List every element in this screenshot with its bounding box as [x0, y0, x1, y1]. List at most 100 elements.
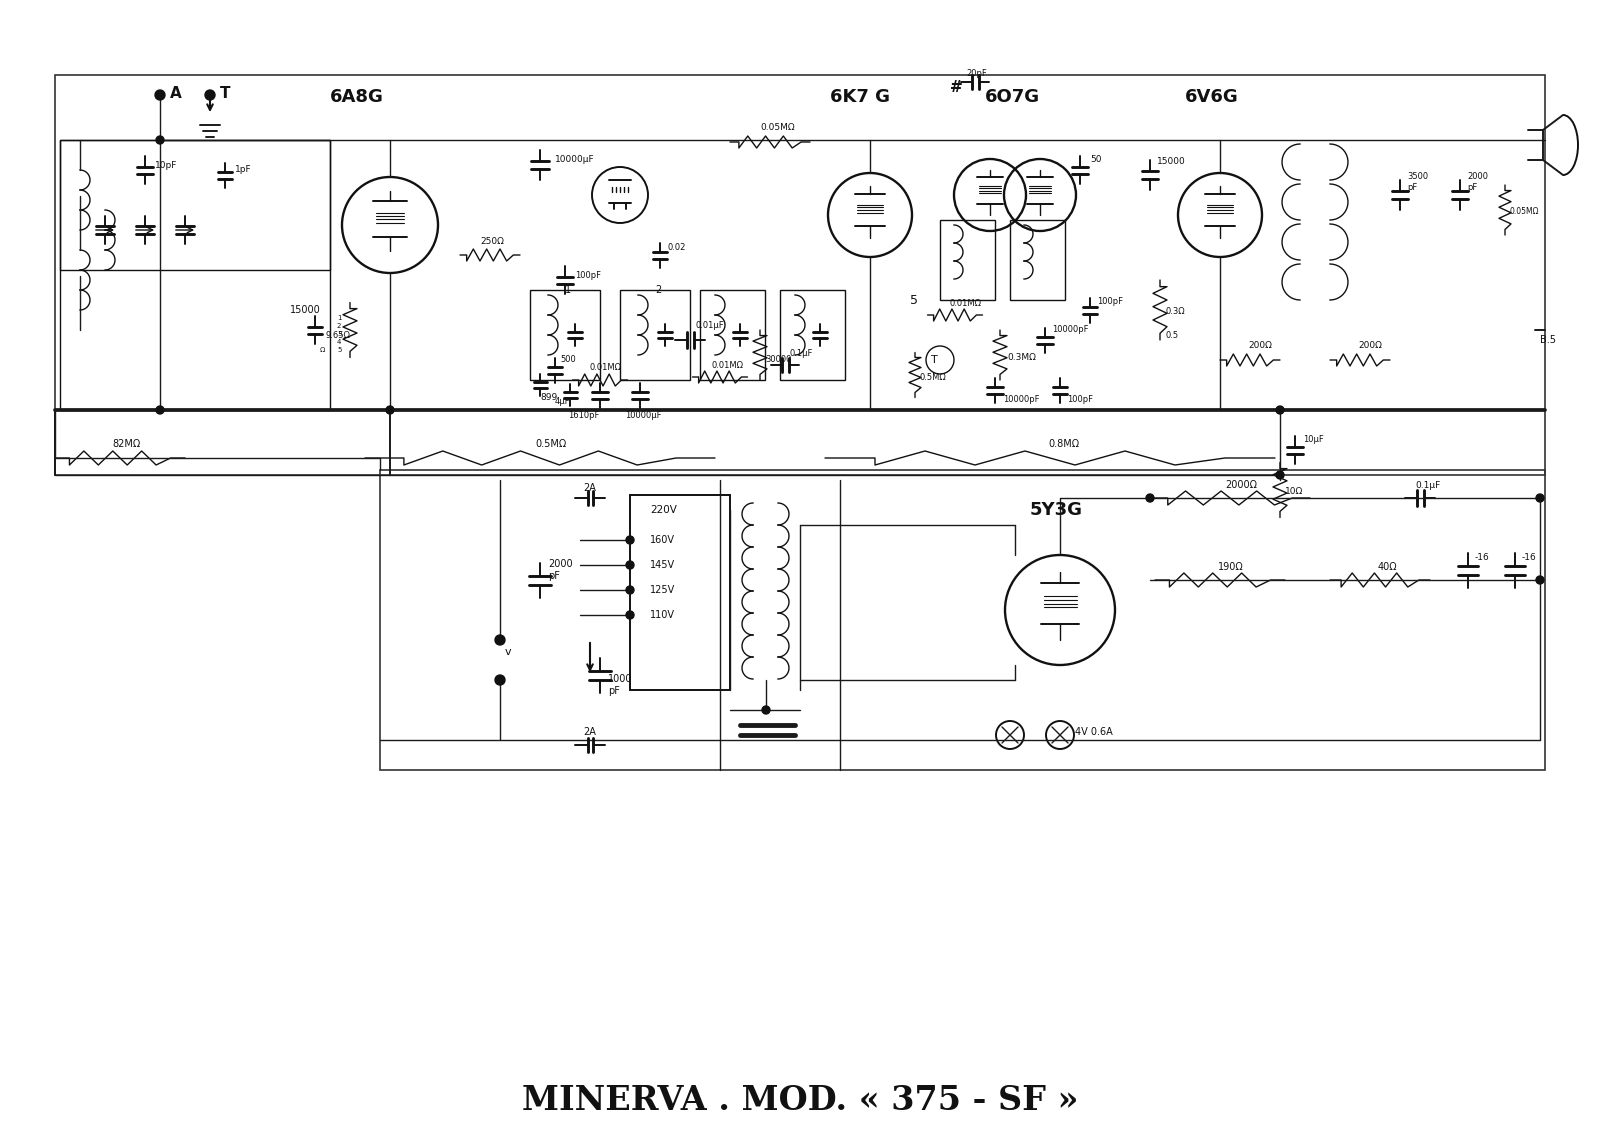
- Circle shape: [626, 536, 634, 544]
- Text: 0.05MΩ: 0.05MΩ: [1510, 207, 1539, 216]
- Circle shape: [762, 706, 770, 714]
- Text: 500: 500: [560, 355, 576, 364]
- Bar: [61, 140, 330, 270]
- Text: 3500
pF: 3500 pF: [1406, 172, 1429, 191]
- Text: 4: 4: [338, 339, 341, 345]
- Bar: [530, 290, 600, 380]
- Text: 0.01MΩ: 0.01MΩ: [590, 363, 622, 372]
- Circle shape: [157, 406, 165, 414]
- Text: 1pF: 1pF: [235, 165, 251, 174]
- Text: 2: 2: [338, 323, 341, 329]
- Text: 82MΩ: 82MΩ: [112, 439, 141, 449]
- Text: 15000: 15000: [1157, 157, 1186, 166]
- Text: 145V: 145V: [650, 560, 675, 570]
- Text: 1610pF: 1610pF: [568, 411, 600, 420]
- Text: 0.05MΩ: 0.05MΩ: [760, 123, 795, 132]
- Bar: [701, 290, 765, 380]
- Text: 5Y3G: 5Y3G: [1030, 501, 1083, 519]
- Text: 125V: 125V: [650, 585, 675, 595]
- Text: 100pF: 100pF: [1098, 297, 1123, 307]
- Text: 50: 50: [1090, 155, 1101, 164]
- Text: 0.1μF: 0.1μF: [1414, 481, 1440, 490]
- Text: 10000μF: 10000μF: [555, 155, 595, 164]
- Text: 0.3Ω: 0.3Ω: [1165, 308, 1184, 317]
- Text: 3: 3: [338, 331, 341, 337]
- Text: 10Ω: 10Ω: [1285, 487, 1304, 497]
- Text: 4μF: 4μF: [555, 397, 571, 406]
- Text: 0.8MΩ: 0.8MΩ: [1048, 439, 1078, 449]
- Bar: [621, 290, 690, 380]
- Text: v: v: [506, 647, 512, 657]
- Text: 2A: 2A: [582, 483, 595, 493]
- Text: 10μF: 10μF: [1302, 435, 1323, 444]
- Text: A: A: [170, 86, 182, 102]
- Text: 100pF: 100pF: [1067, 396, 1093, 405]
- Text: 190Ω: 190Ω: [1218, 562, 1243, 572]
- Text: 0.5MΩ: 0.5MΩ: [534, 439, 566, 449]
- Circle shape: [626, 611, 634, 619]
- Text: -16: -16: [1475, 553, 1490, 562]
- Text: 1: 1: [565, 285, 571, 295]
- Text: 899: 899: [541, 394, 557, 403]
- Bar: [54, 75, 1546, 475]
- Text: B.5: B.5: [1539, 335, 1555, 345]
- Bar: [630, 495, 730, 690]
- Text: 30000: 30000: [765, 355, 792, 364]
- Text: 2000
pF: 2000 pF: [547, 559, 573, 581]
- Text: 2000
pF: 2000 pF: [1467, 172, 1488, 191]
- Text: 160V: 160V: [650, 535, 675, 545]
- Circle shape: [1277, 406, 1283, 414]
- Text: 6V6G: 6V6G: [1186, 88, 1238, 106]
- Text: 6O7G: 6O7G: [986, 88, 1040, 106]
- Text: 40Ω: 40Ω: [1378, 562, 1398, 572]
- Text: 0.3MΩ: 0.3MΩ: [1006, 354, 1035, 363]
- Text: 6A8G: 6A8G: [330, 88, 384, 106]
- Bar: [61, 140, 330, 411]
- Bar: [381, 470, 1546, 770]
- Circle shape: [1146, 494, 1154, 502]
- Text: 2A: 2A: [582, 727, 595, 737]
- Text: 2000Ω: 2000Ω: [1226, 480, 1258, 490]
- Text: #: #: [950, 79, 963, 95]
- Text: Ω: Ω: [320, 347, 325, 353]
- Circle shape: [1277, 470, 1283, 480]
- Text: T: T: [221, 86, 230, 102]
- Text: 0.02: 0.02: [669, 243, 686, 252]
- Text: 9.65Ω: 9.65Ω: [325, 330, 350, 339]
- Text: 6K7 G: 6K7 G: [830, 88, 890, 106]
- Bar: [781, 290, 845, 380]
- Text: 0.1μF: 0.1μF: [789, 348, 813, 357]
- Circle shape: [626, 561, 634, 569]
- Text: 200Ω: 200Ω: [1358, 342, 1382, 351]
- Circle shape: [205, 90, 214, 100]
- Circle shape: [157, 136, 165, 144]
- Text: T: T: [931, 355, 938, 365]
- Circle shape: [1536, 576, 1544, 584]
- Circle shape: [386, 406, 394, 414]
- Circle shape: [155, 90, 165, 100]
- Text: 110V: 110V: [650, 610, 675, 620]
- Text: 5: 5: [338, 347, 341, 353]
- Bar: [941, 221, 995, 300]
- Text: 100pF: 100pF: [574, 270, 602, 279]
- Text: 4V 0.6A: 4V 0.6A: [1075, 727, 1112, 737]
- Text: -16: -16: [1522, 553, 1536, 562]
- Text: 1000
pF: 1000 pF: [608, 674, 632, 696]
- Text: 250Ω: 250Ω: [480, 238, 504, 247]
- Text: 0.01MΩ: 0.01MΩ: [712, 361, 744, 370]
- Text: MINERVA . MOD. « 375 - SF »: MINERVA . MOD. « 375 - SF »: [522, 1083, 1078, 1116]
- Circle shape: [626, 586, 634, 594]
- Text: 15000: 15000: [290, 305, 320, 316]
- Text: 10pF: 10pF: [155, 161, 178, 170]
- Text: 0.5: 0.5: [1165, 330, 1178, 339]
- Text: 1: 1: [338, 316, 341, 321]
- Text: 10000pF: 10000pF: [1003, 396, 1040, 405]
- Circle shape: [494, 675, 506, 685]
- Text: 10000pF: 10000pF: [1053, 326, 1088, 335]
- Text: 10000μF: 10000μF: [626, 411, 661, 420]
- Bar: [1010, 221, 1066, 300]
- Text: 0.01μF: 0.01μF: [694, 321, 723, 330]
- Text: 20pF: 20pF: [966, 69, 987, 78]
- Text: 2: 2: [654, 285, 661, 295]
- Text: 0.5MΩ: 0.5MΩ: [920, 373, 947, 382]
